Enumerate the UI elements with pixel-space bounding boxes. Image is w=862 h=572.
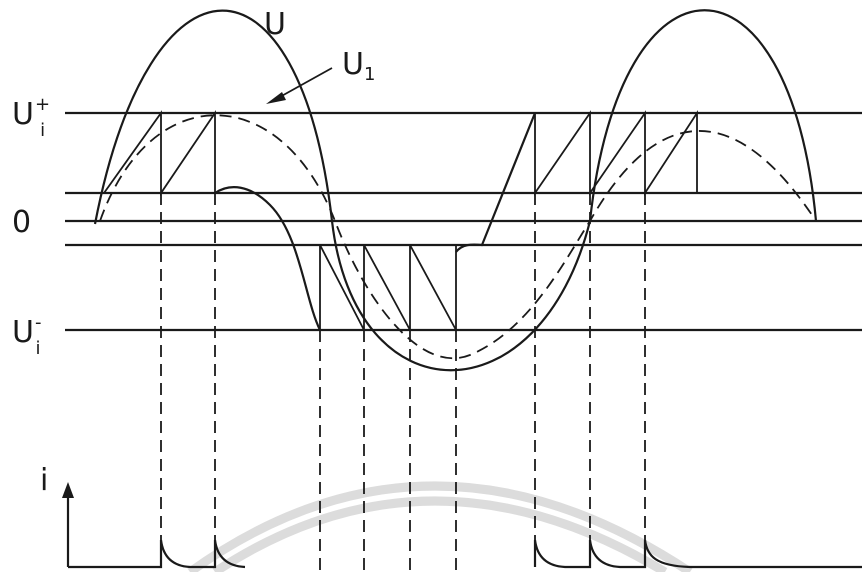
- u1-leader-arrow-icon: [266, 92, 286, 104]
- label-lower-threshold: U-i: [12, 312, 41, 359]
- recovery-curve: [455, 112, 537, 253]
- voltage-u-curve: [93, 9, 818, 372]
- sawtooth-negative: [319, 244, 457, 331]
- watermark: [187, 481, 693, 572]
- current-axis-arrow-icon: [62, 482, 74, 498]
- label-u: U: [264, 7, 286, 42]
- label-zero: 0: [12, 205, 31, 240]
- label-current: i: [40, 463, 48, 498]
- sawtooth-positive-2: [534, 109, 698, 197]
- current-pulse-train: [68, 539, 862, 569]
- label-upper-threshold: U+ i: [12, 94, 50, 141]
- reference-lines: [65, 111, 862, 332]
- projection-lines: [160, 193, 646, 572]
- label-u1: U1: [342, 47, 375, 85]
- decay-curve-positive: [214, 186, 321, 331]
- u1-leader-line: [277, 67, 333, 99]
- voltage-u1-curve: [99, 114, 817, 360]
